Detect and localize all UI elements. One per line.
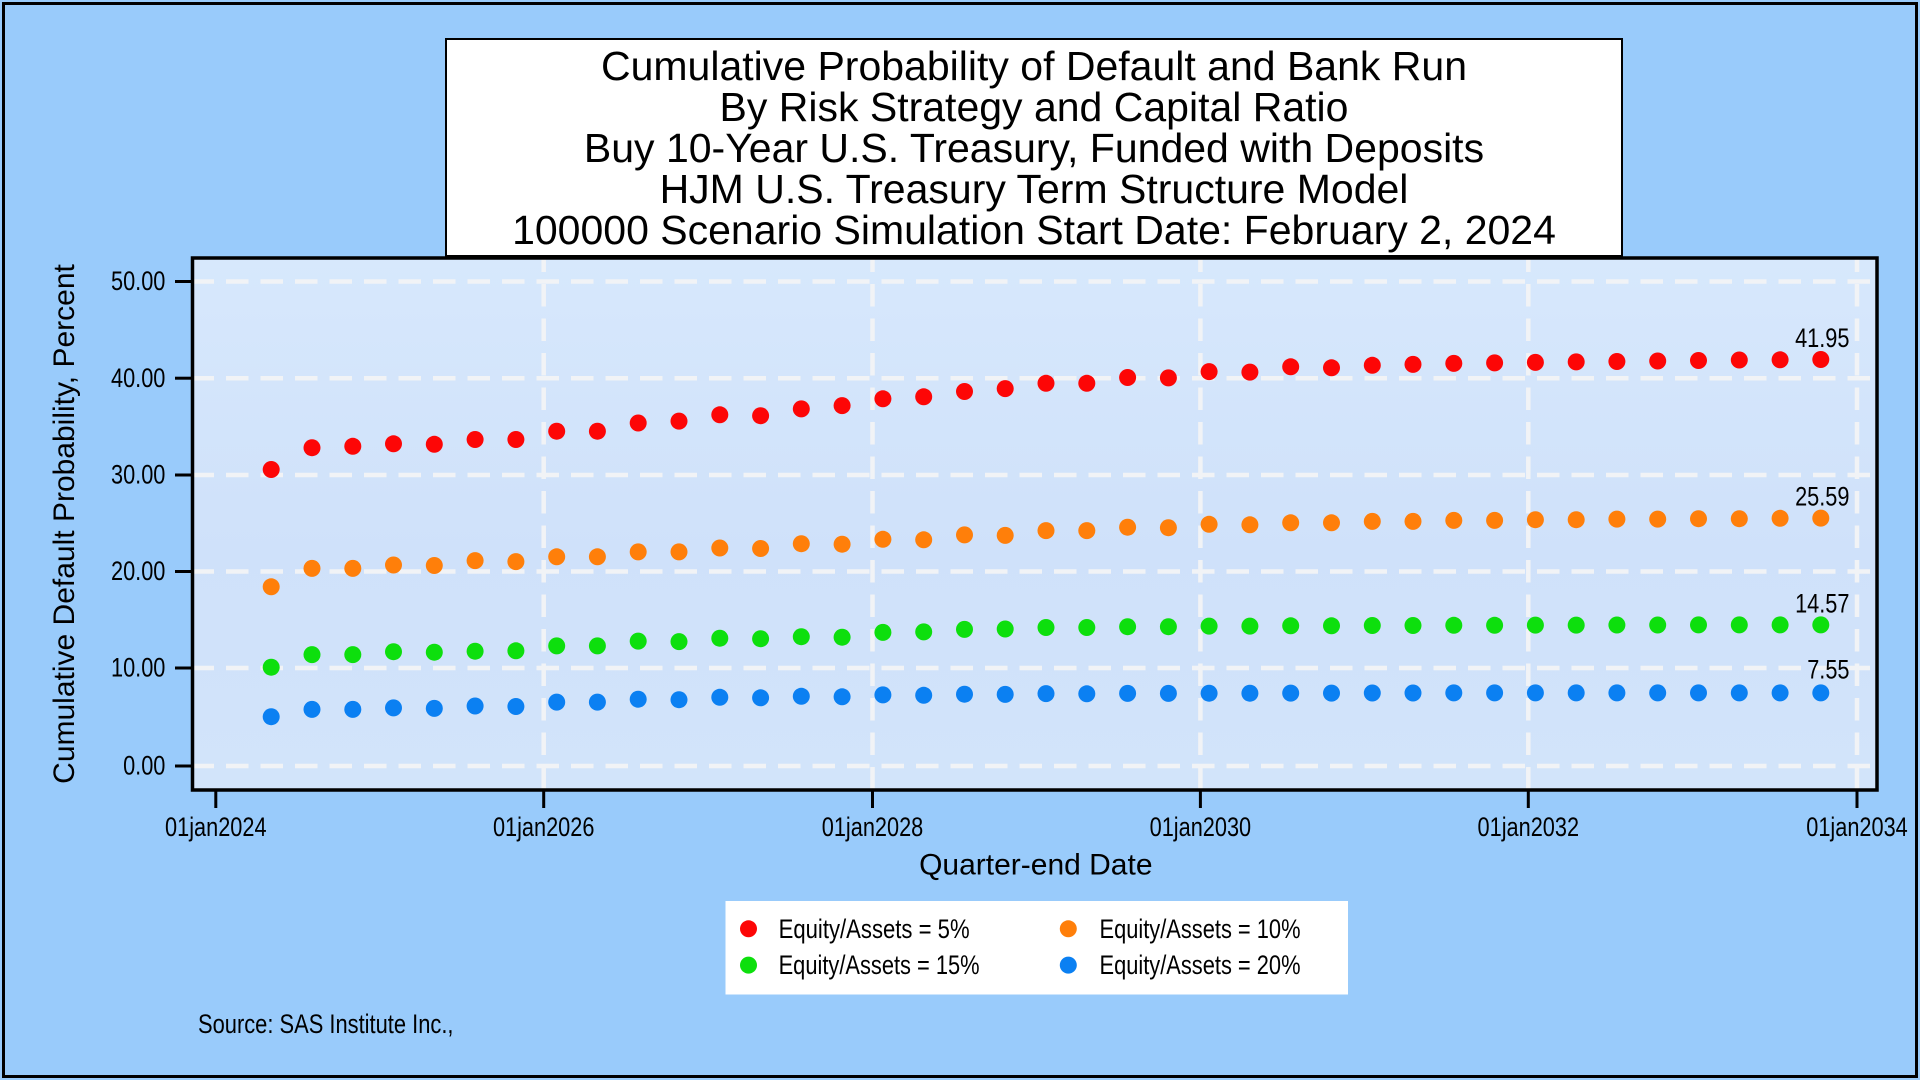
svg-text:25.59: 25.59	[1795, 481, 1849, 511]
svg-text:By Risk Strategy and Capital R: By Risk Strategy and Capital Ratio	[720, 84, 1349, 130]
svg-text:100000 Scenario Simulation Sta: 100000 Scenario Simulation Start Date: F…	[512, 207, 1556, 253]
svg-text:30.00: 30.00	[111, 460, 165, 490]
svg-text:7.55: 7.55	[1807, 655, 1849, 685]
svg-text:Equity/Assets = 10%: Equity/Assets = 10%	[1100, 914, 1301, 944]
svg-text:Equity/Assets = 5%: Equity/Assets = 5%	[779, 914, 970, 944]
svg-text:01jan2034: 01jan2034	[1806, 812, 1908, 842]
svg-text:40.00: 40.00	[111, 363, 165, 393]
svg-text:Cumulative Probability of Defa: Cumulative Probability of Default and Ba…	[601, 43, 1467, 89]
svg-text:Quarter-end Date: Quarter-end Date	[919, 849, 1152, 882]
svg-text:HJM U.S. Treasury Term Structu: HJM U.S. Treasury Term Structure Model	[660, 166, 1409, 212]
svg-text:Buy 10-Year U.S. Treasury, Fun: Buy 10-Year U.S. Treasury, Funded with D…	[584, 125, 1484, 171]
svg-text:Source: SAS Institute Inc.,: Source: SAS Institute Inc.,	[198, 1009, 454, 1039]
svg-text:50.00: 50.00	[111, 266, 165, 296]
svg-text:20.00: 20.00	[111, 556, 165, 586]
svg-text:0.00: 0.00	[123, 751, 165, 781]
svg-text:Equity/Assets = 15%: Equity/Assets = 15%	[779, 950, 980, 980]
svg-text:01jan2028: 01jan2028	[822, 812, 924, 842]
svg-text:Cumulative Default Probability: Cumulative Default Probability, Percent	[48, 263, 81, 783]
svg-text:01jan2032: 01jan2032	[1478, 812, 1580, 842]
svg-text:14.57: 14.57	[1795, 588, 1849, 618]
svg-text:01jan2024: 01jan2024	[165, 812, 267, 842]
svg-text:01jan2030: 01jan2030	[1150, 812, 1252, 842]
svg-text:10.00: 10.00	[111, 653, 165, 683]
svg-text:Equity/Assets = 20%: Equity/Assets = 20%	[1100, 950, 1301, 980]
svg-text:01jan2026: 01jan2026	[493, 812, 595, 842]
svg-text:41.95: 41.95	[1795, 323, 1849, 353]
